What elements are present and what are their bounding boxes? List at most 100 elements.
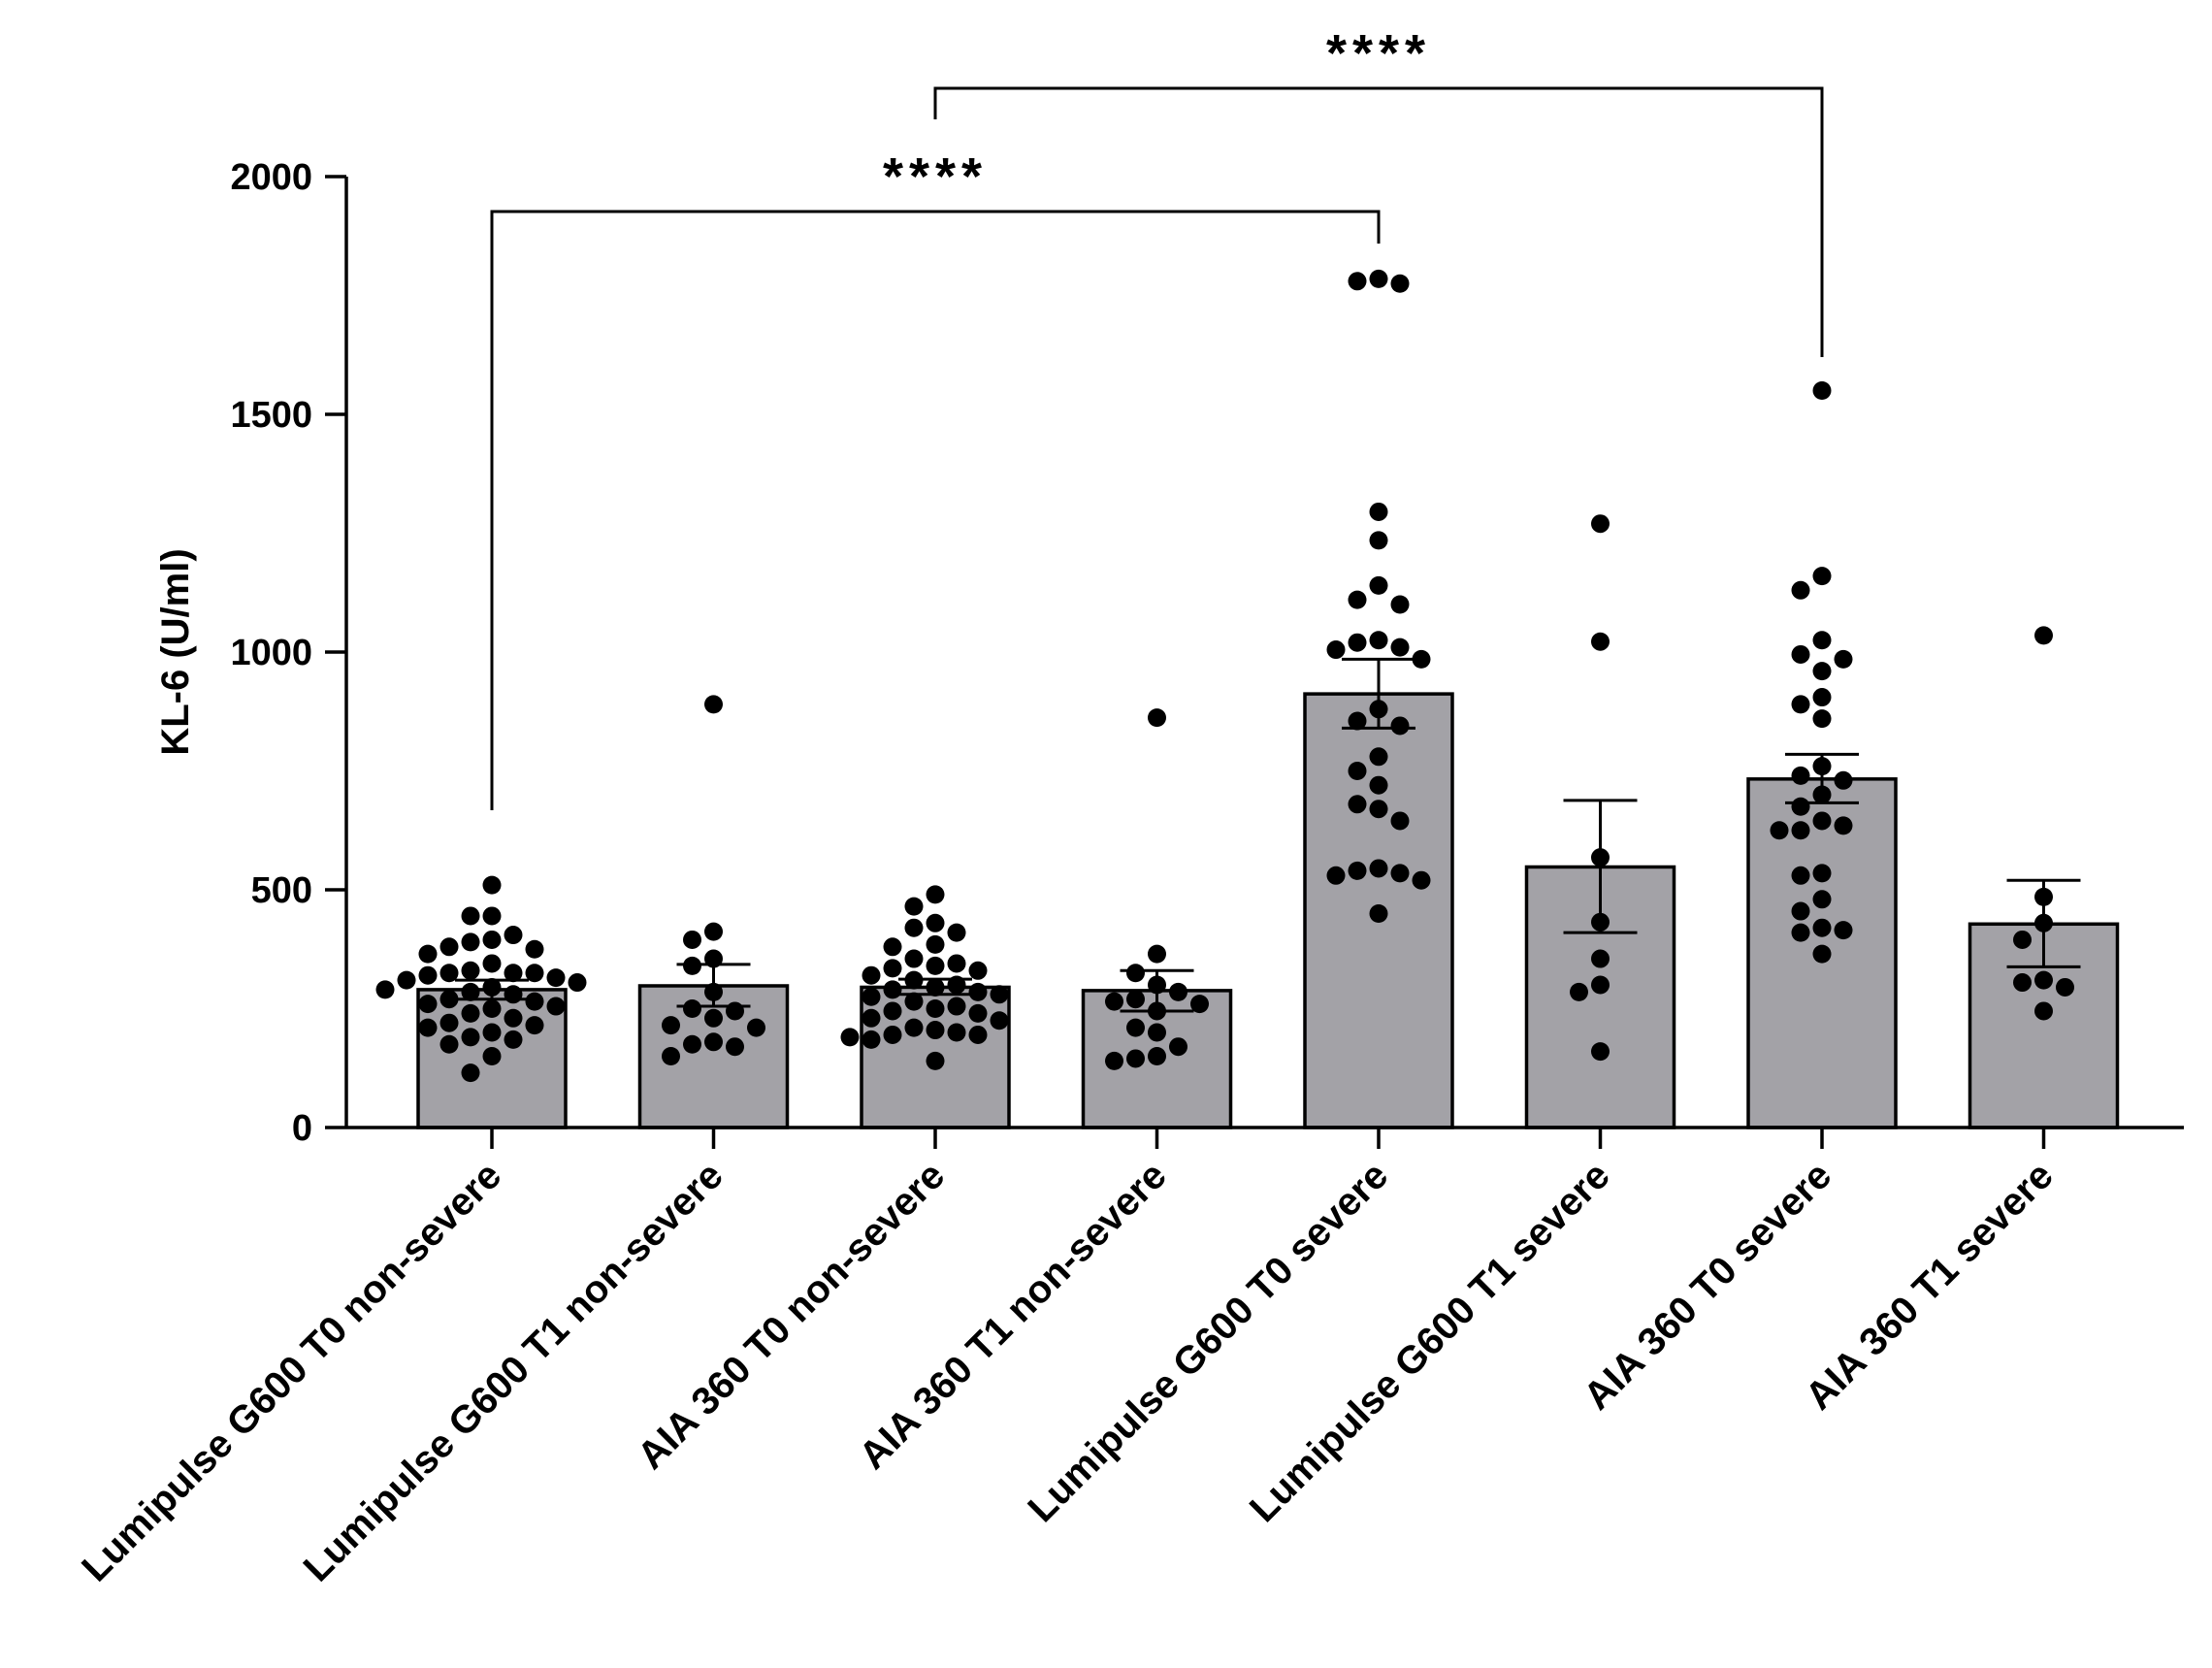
y-axis-ticks: 0 500 1000 1500 2000 <box>230 157 346 1149</box>
data-point-1-10 <box>747 1018 765 1037</box>
y-tick-label-0: 0 <box>292 1108 312 1149</box>
data-point-6-6 <box>1812 662 1832 681</box>
data-point-0-18 <box>482 977 502 997</box>
data-point-6-16 <box>1834 816 1853 835</box>
data-point-6-26 <box>1812 944 1832 964</box>
data-point-2-16 <box>883 980 902 999</box>
data-point-6-25 <box>1791 923 1810 942</box>
x-tick-label-4: Lumipulse G600 T0 severe <box>1020 1154 1396 1530</box>
data-point-2-8 <box>947 954 966 973</box>
data-point-7-6 <box>2056 977 2074 997</box>
data-point-0-11 <box>504 964 523 983</box>
data-point-4-19 <box>1348 795 1367 814</box>
significance-brackets: **** **** <box>490 24 1824 810</box>
data-point-7-4 <box>2034 970 2053 990</box>
data-point-0-12 <box>439 964 459 983</box>
data-point-1-0 <box>704 695 723 714</box>
data-point-3-2 <box>1126 964 1145 983</box>
data-point-3-3 <box>1148 975 1166 995</box>
data-point-6-15 <box>1812 811 1832 831</box>
data-point-0-1 <box>482 906 502 926</box>
data-point-7-1 <box>2034 887 2053 906</box>
y-tick-label-1000: 1000 <box>230 633 312 673</box>
data-point-2-5 <box>926 934 945 954</box>
data-point-3-10 <box>1148 1023 1166 1042</box>
data-point-4-18 <box>1369 775 1388 795</box>
data-point-0-0 <box>482 875 502 895</box>
data-point-3-8 <box>1148 1001 1166 1021</box>
data-point-6-18 <box>1770 821 1789 840</box>
data-point-3-4 <box>1169 982 1187 1001</box>
data-point-5-1 <box>1591 632 1610 651</box>
data-point-2-0 <box>926 885 945 904</box>
data-point-2-21 <box>947 997 966 1016</box>
data-point-3-0 <box>1148 708 1166 728</box>
data-point-0-34 <box>504 1030 523 1049</box>
data-point-6-0 <box>1812 381 1832 400</box>
data-point-5-5 <box>1591 975 1610 995</box>
data-point-0-23 <box>525 992 544 1011</box>
data-point-4-23 <box>1348 861 1367 880</box>
data-point-4-5 <box>1369 575 1388 595</box>
data-point-7-0 <box>2034 626 2053 645</box>
data-point-3-5 <box>1126 990 1145 1009</box>
data-point-1-2 <box>683 930 701 949</box>
data-point-5-0 <box>1591 514 1610 534</box>
data-point-0-24 <box>418 995 438 1014</box>
data-point-1-5 <box>704 982 723 1001</box>
data-point-2-3 <box>904 918 924 937</box>
data-point-0-13 <box>525 964 544 983</box>
significance-label-1: **** <box>1326 24 1431 82</box>
data-point-6-8 <box>1791 695 1810 714</box>
data-point-0-10 <box>461 961 480 980</box>
data-point-4-13 <box>1369 700 1388 719</box>
data-point-4-20 <box>1369 800 1388 819</box>
data-point-4-26 <box>1412 870 1431 890</box>
data-point-4-17 <box>1348 762 1367 780</box>
data-point-0-21 <box>504 985 523 1004</box>
data-point-0-9 <box>482 954 502 973</box>
data-point-6-2 <box>1791 580 1810 600</box>
data-point-4-0 <box>1369 269 1388 288</box>
data-point-2-13 <box>904 970 924 990</box>
data-point-2-7 <box>904 949 924 968</box>
data-point-6-9 <box>1812 709 1832 729</box>
data-point-6-5 <box>1834 649 1853 669</box>
data-point-0-17 <box>568 973 587 993</box>
data-point-5-6 <box>1570 982 1588 1001</box>
data-point-4-27 <box>1369 904 1388 923</box>
data-point-0-32 <box>482 1023 502 1042</box>
data-point-4-6 <box>1348 590 1367 609</box>
x-tick-label-1: Lumipulse G600 T1 non-severe <box>296 1154 732 1589</box>
data-point-5-3 <box>1591 912 1610 932</box>
data-point-2-6 <box>883 937 902 957</box>
data-point-2-34 <box>926 1051 945 1070</box>
data-point-6-10 <box>1812 757 1832 776</box>
data-point-6-13 <box>1812 785 1832 804</box>
data-point-4-10 <box>1390 638 1410 657</box>
data-point-2-25 <box>862 1008 881 1028</box>
data-point-1-3 <box>704 949 723 968</box>
data-point-2-20 <box>904 992 924 1011</box>
data-point-5-7 <box>1591 1042 1610 1062</box>
data-point-2-15 <box>926 977 945 997</box>
data-point-2-30 <box>883 1025 902 1044</box>
data-point-2-32 <box>840 1028 860 1047</box>
data-point-1-9 <box>662 1016 680 1035</box>
data-point-4-11 <box>1326 640 1346 660</box>
data-point-2-24 <box>968 1003 988 1023</box>
data-point-2-27 <box>904 1018 924 1037</box>
data-point-7-2 <box>2034 913 2053 932</box>
data-point-6-19 <box>1812 864 1832 883</box>
data-point-0-36 <box>482 1047 502 1065</box>
data-point-0-6 <box>439 937 459 957</box>
data-point-2-28 <box>926 1021 945 1040</box>
data-point-4-8 <box>1369 631 1388 650</box>
data-point-0-33 <box>461 1028 480 1047</box>
data-point-0-16 <box>397 970 416 990</box>
data-point-3-11 <box>1169 1037 1187 1057</box>
data-point-0-5 <box>461 932 480 952</box>
data-point-3-1 <box>1148 944 1166 964</box>
data-point-3-6 <box>1105 992 1123 1011</box>
